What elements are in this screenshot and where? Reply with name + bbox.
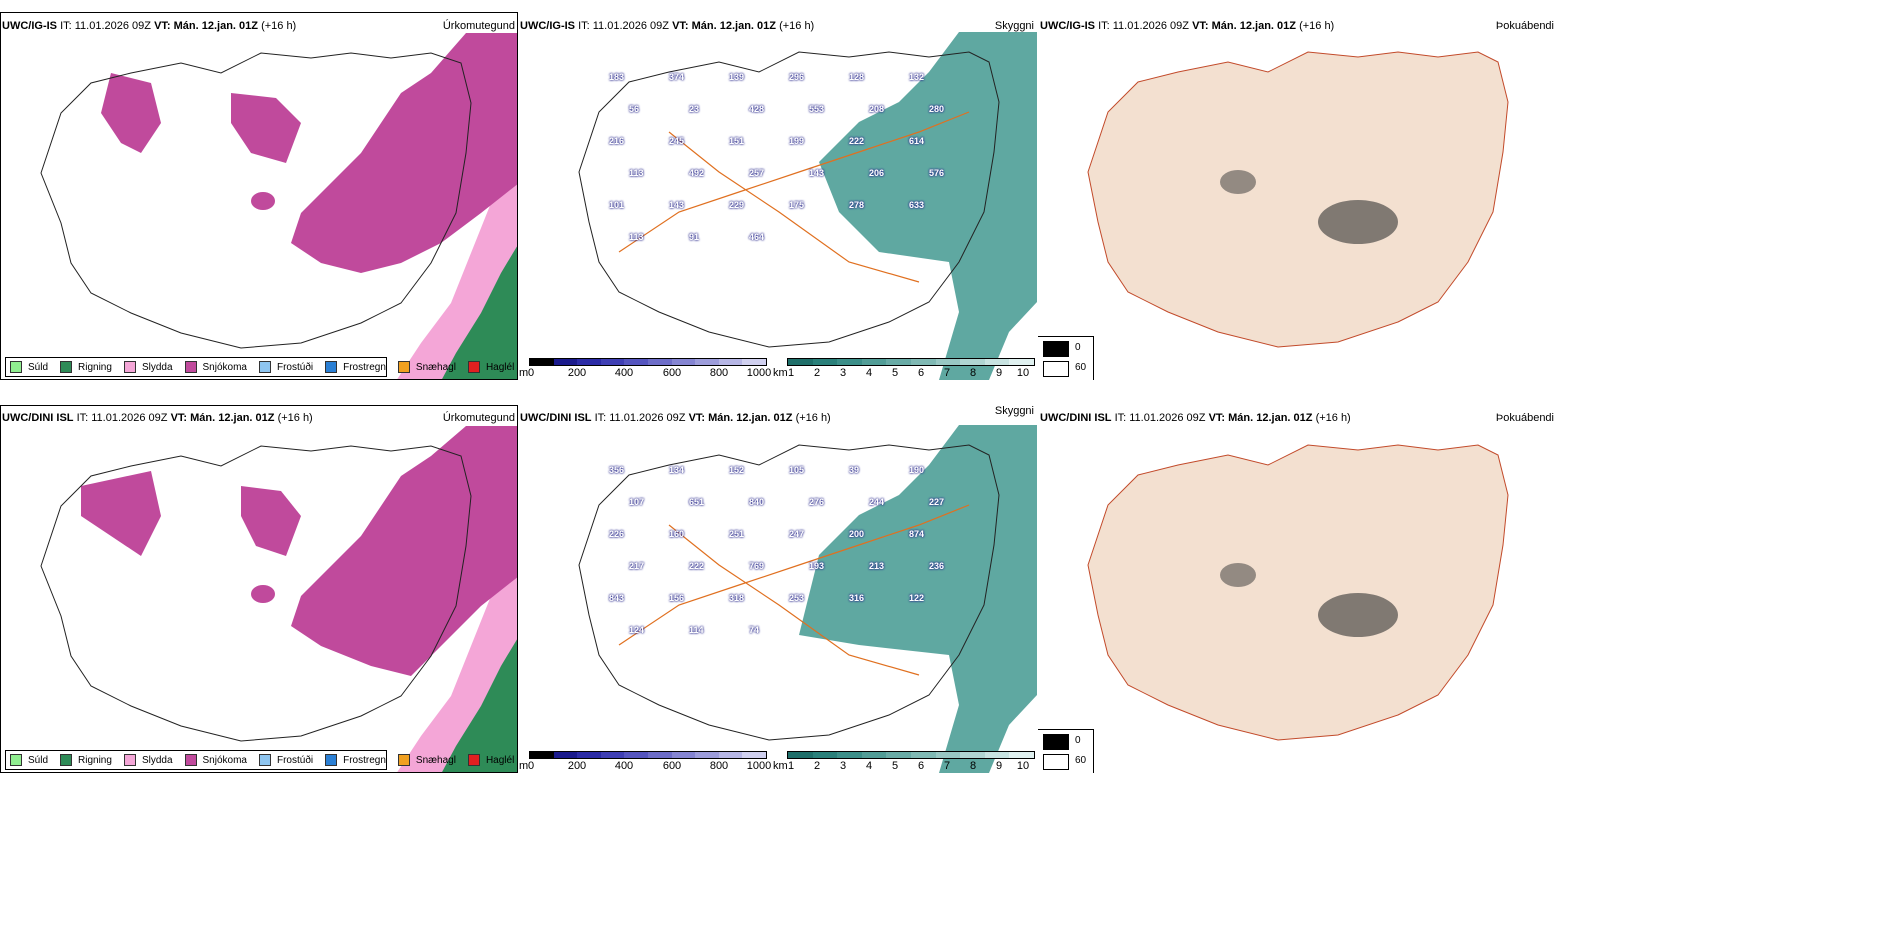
- header-row2-precip: UWC/DINI ISL IT: 11.01.2026 09Z VT: Mán.…: [2, 412, 313, 424]
- precip-panel-row1: Súld Rigning Slydda Snjókoma Frostúði Fr…: [0, 12, 518, 380]
- legend-item-snaehagl: Snæhagl: [397, 361, 456, 373]
- snow-area-west: [101, 73, 161, 153]
- fog-title-row1: Þokuábendi: [1495, 20, 1554, 32]
- height-colorbar: m 0 200 400 600 800 1000: [519, 751, 771, 773]
- height-colorbar: m 0 200 400 600 800 1000: [519, 358, 771, 380]
- snow-area-east: [291, 426, 517, 676]
- precip-panel-row2: Súld Rigning Slydda Snjókoma Frostúði Fr…: [0, 405, 518, 773]
- height-ticks: 0 200 400 600 800 1000: [527, 367, 772, 379]
- cloud-map-row2: [519, 405, 1037, 773]
- legend-item-rigning: Rigning: [60, 361, 112, 373]
- precip-type-legend: Súld Rigning Slydda Snjókoma Frostúði Fr…: [5, 750, 514, 770]
- precip-map-row2: [1, 406, 517, 772]
- precip-title-row1: Úrkomutegund: [442, 20, 515, 32]
- roads: [618, 504, 970, 676]
- visibility-colorbar-bar: [787, 358, 1035, 366]
- precip-type-legend: Súld Rigning Slydda Snjókoma Frostúði Fr…: [5, 357, 514, 377]
- snow-area-east: [291, 33, 517, 273]
- roads: [618, 111, 970, 283]
- fog-spot: [1318, 593, 1398, 637]
- visibility-unit: km: [773, 367, 788, 379]
- height-unit: m: [519, 367, 529, 379]
- cloud-map-row1: [519, 12, 1037, 380]
- precip-title-row2: Úrkomutegund: [442, 412, 515, 424]
- header-row2-cloud: UWC/DINI ISL IT: 11.01.2026 09Z VT: Mán.…: [520, 412, 831, 424]
- precip-map-row1: [1, 13, 517, 379]
- snow-area-west: [81, 471, 161, 556]
- height-unit: m: [519, 760, 529, 772]
- visibility-ticks: 1 2 3 4 5 6 7 8 9 10: [787, 760, 1030, 772]
- legend-item-snaehagl: Snæhagl: [397, 754, 456, 766]
- fog-spot: [1220, 563, 1256, 587]
- coastline: [40, 52, 472, 349]
- cloud-title-row1: Skyggni: [994, 20, 1034, 32]
- fog-map-row1: [1038, 12, 1900, 380]
- legend-item-hagel: Haglél: [467, 361, 514, 373]
- snow-area-north: [241, 486, 301, 556]
- coastline: [40, 445, 472, 742]
- legend-item-frostudi: Frostúði: [258, 754, 313, 766]
- visibility-unit: km: [773, 760, 788, 772]
- visibility-colorbar: km 1 2 3 4 5 6 7 8 9 10: [773, 751, 1037, 773]
- legend-item-frostregn: Frostregn: [325, 361, 386, 373]
- legend-item-sudl: Súld: [10, 361, 48, 373]
- fog-legend: 0 60: [1038, 729, 1094, 773]
- snow-area-small: [251, 585, 275, 603]
- legend-item-rigning: Rigning: [60, 754, 112, 766]
- fog-land: [1087, 444, 1509, 741]
- height-colorbar-bar: [529, 751, 767, 759]
- legend-item-snjokoma: Snjókoma: [184, 754, 247, 766]
- legend-item-hagel: Haglél: [467, 754, 514, 766]
- header-row1-fog: UWC/IG-IS IT: 11.01.2026 09Z VT: Mán. 12…: [1040, 20, 1335, 32]
- visibility-colorbar-bar: [787, 751, 1035, 759]
- legend-item-snjokoma: Snjókoma: [184, 361, 247, 373]
- fog-land: [1087, 51, 1509, 348]
- snow-area-small: [251, 192, 275, 210]
- visibility-colorbar: km 1 2 3 4 5 6 7 8 9 10: [773, 358, 1037, 380]
- visibility-ticks: 1 2 3 4 5 6 7 8 9 10: [787, 367, 1030, 379]
- coastline: [578, 444, 1000, 741]
- header-row2-fog: UWC/DINI ISL IT: 11.01.2026 09Z VT: Mán.…: [1040, 412, 1351, 424]
- fog-title-row2: Þokuábendi: [1495, 412, 1554, 424]
- fog-panel-row2: 0 60: [1038, 405, 1900, 773]
- legend-item-sudl: Súld: [10, 754, 48, 766]
- cloud-title-row2: Skyggni: [994, 405, 1034, 417]
- header-row1-cloud: UWC/IG-IS IT: 11.01.2026 09Z VT: Mán. 12…: [520, 20, 815, 32]
- height-colorbar-bar: [529, 358, 767, 366]
- cloud-panel-row1: m 0 200 400 600 800 1000 km 1 2 3 4 5 6 7 8 9 10: [519, 12, 1037, 380]
- fog-legend: 0 60: [1038, 336, 1094, 380]
- legend-item-slydda: Slydda: [123, 754, 173, 766]
- height-ticks: 0 200 400 600 800 1000: [527, 760, 772, 772]
- legend-item-frostudi: Frostúði: [258, 361, 313, 373]
- legend-item-frostregn: Frostregn: [325, 754, 386, 766]
- visibility-field: [819, 32, 1037, 380]
- header-row1-precip: UWC/IG-IS IT: 11.01.2026 09Z VT: Mán. 12…: [2, 20, 297, 32]
- fog-map-row2: [1038, 405, 1900, 773]
- rain-area: [442, 639, 517, 772]
- fog-panel-row1: 0 60: [1038, 12, 1900, 380]
- legend-item-slydda: Slydda: [123, 361, 173, 373]
- visibility-field: [799, 425, 1037, 773]
- fog-spot: [1318, 200, 1398, 244]
- rain-area: [442, 246, 517, 379]
- fog-spot: [1220, 170, 1256, 194]
- coastline: [578, 51, 1000, 348]
- snow-area-north: [231, 93, 301, 163]
- cloud-panel-row2: m 0 200 400 600 800 1000 km 1 2 3 4 5 6 7 8 9 10: [519, 405, 1037, 773]
